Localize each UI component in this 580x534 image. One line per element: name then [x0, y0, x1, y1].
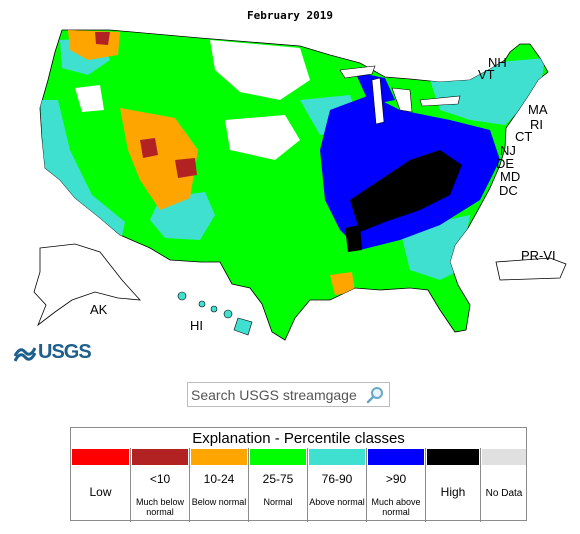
- legend-class-1: <10 Much below normal: [130, 448, 189, 522]
- nebraska-no-data-region: [225, 115, 300, 160]
- state-label-ri: RI: [530, 117, 543, 132]
- legend-class-0: Low: [71, 448, 130, 522]
- rockies-below-normal-region: [120, 108, 198, 210]
- usgs-wave-icon: [14, 347, 36, 362]
- mississippi-high-region: [345, 225, 362, 252]
- legend-class-2: 10-24 Below normal: [189, 448, 248, 522]
- search-icon[interactable]: [365, 385, 385, 405]
- legend-title: Explanation - Percentile classes: [192, 430, 405, 447]
- hawaii-islands: [177, 291, 253, 336]
- state-label-ct: CT: [515, 129, 532, 144]
- legend-class-label: <10: [149, 472, 171, 486]
- usgs-logo[interactable]: USGS: [14, 340, 92, 364]
- legend-class-description: Much above normal: [371, 497, 421, 517]
- legend-class-5: >90 Much above normal: [366, 448, 425, 522]
- legend-class-7: No Data: [480, 448, 527, 522]
- dakotas-no-data-region: [210, 40, 310, 100]
- legend-swatch: [72, 449, 129, 465]
- legend-class-label: 76-90: [321, 472, 353, 486]
- legend-class-description: Above normal: [309, 497, 365, 507]
- colorado-much-below-normal-region: [175, 158, 197, 178]
- state-label-ma: MA: [528, 102, 548, 117]
- texas-below-normal-region: [330, 272, 355, 295]
- usgs-logo-text: USGS: [38, 340, 92, 363]
- state-label-md: MD: [500, 169, 520, 184]
- percentile-legend: Explanation - Percentile classes Low <10 M…: [70, 427, 527, 522]
- legend-class-label: Low: [89, 485, 112, 499]
- state-label-dc: DC: [499, 183, 518, 198]
- west-no-data-region: [75, 85, 104, 112]
- state-label-vt: VT: [478, 67, 495, 82]
- legend-swatch: [309, 449, 365, 465]
- legend-swatch: [368, 449, 424, 465]
- state-label-pr-vi: PR-VI: [521, 248, 556, 263]
- legend-class-label: >90: [385, 472, 407, 486]
- utah-much-below-normal-region: [140, 138, 158, 158]
- alaska-outline: [33, 243, 141, 327]
- state-label-nj: NJ: [500, 143, 516, 158]
- legend-class-3: 25-75 Normal: [248, 448, 307, 522]
- puerto-rico-outline: [495, 257, 567, 281]
- legend-swatch: [482, 449, 526, 465]
- legend-class-description: Much below normal: [135, 497, 185, 517]
- legend-class-label: High: [440, 485, 466, 499]
- state-label-nh: NH: [488, 55, 507, 70]
- streamflow-map[interactable]: NH VT MA RI CT NJ DE MD DC PR-VI AK HI: [0, 22, 580, 342]
- washington-much-below-normal-region: [95, 32, 110, 45]
- west-coast-above-normal-region: [40, 100, 125, 245]
- legend-class-label: No Data: [485, 488, 523, 499]
- map-title: February 2019: [246, 9, 334, 22]
- legend-class-description: Normal: [263, 497, 293, 507]
- state-label-de: DE: [496, 156, 514, 171]
- legend-swatch: [132, 449, 188, 465]
- legend-class-label: 25-75: [262, 472, 294, 486]
- search-input[interactable]: [188, 383, 361, 406]
- great-lakes: [339, 65, 461, 125]
- legend-class-6: High: [425, 448, 480, 522]
- state-label-hi: HI: [190, 318, 203, 333]
- legend-swatch: [250, 449, 306, 465]
- legend-class-label: 10-24: [203, 472, 235, 486]
- legend-class-4: 76-90 Above normal: [307, 448, 366, 522]
- legend-class-description: Below normal: [191, 497, 247, 507]
- streamgage-search[interactable]: [187, 382, 390, 407]
- state-label-ak: AK: [90, 302, 108, 317]
- legend-swatch: [427, 449, 479, 465]
- appalachian-high-region: [350, 150, 462, 232]
- legend-swatch: [191, 449, 247, 465]
